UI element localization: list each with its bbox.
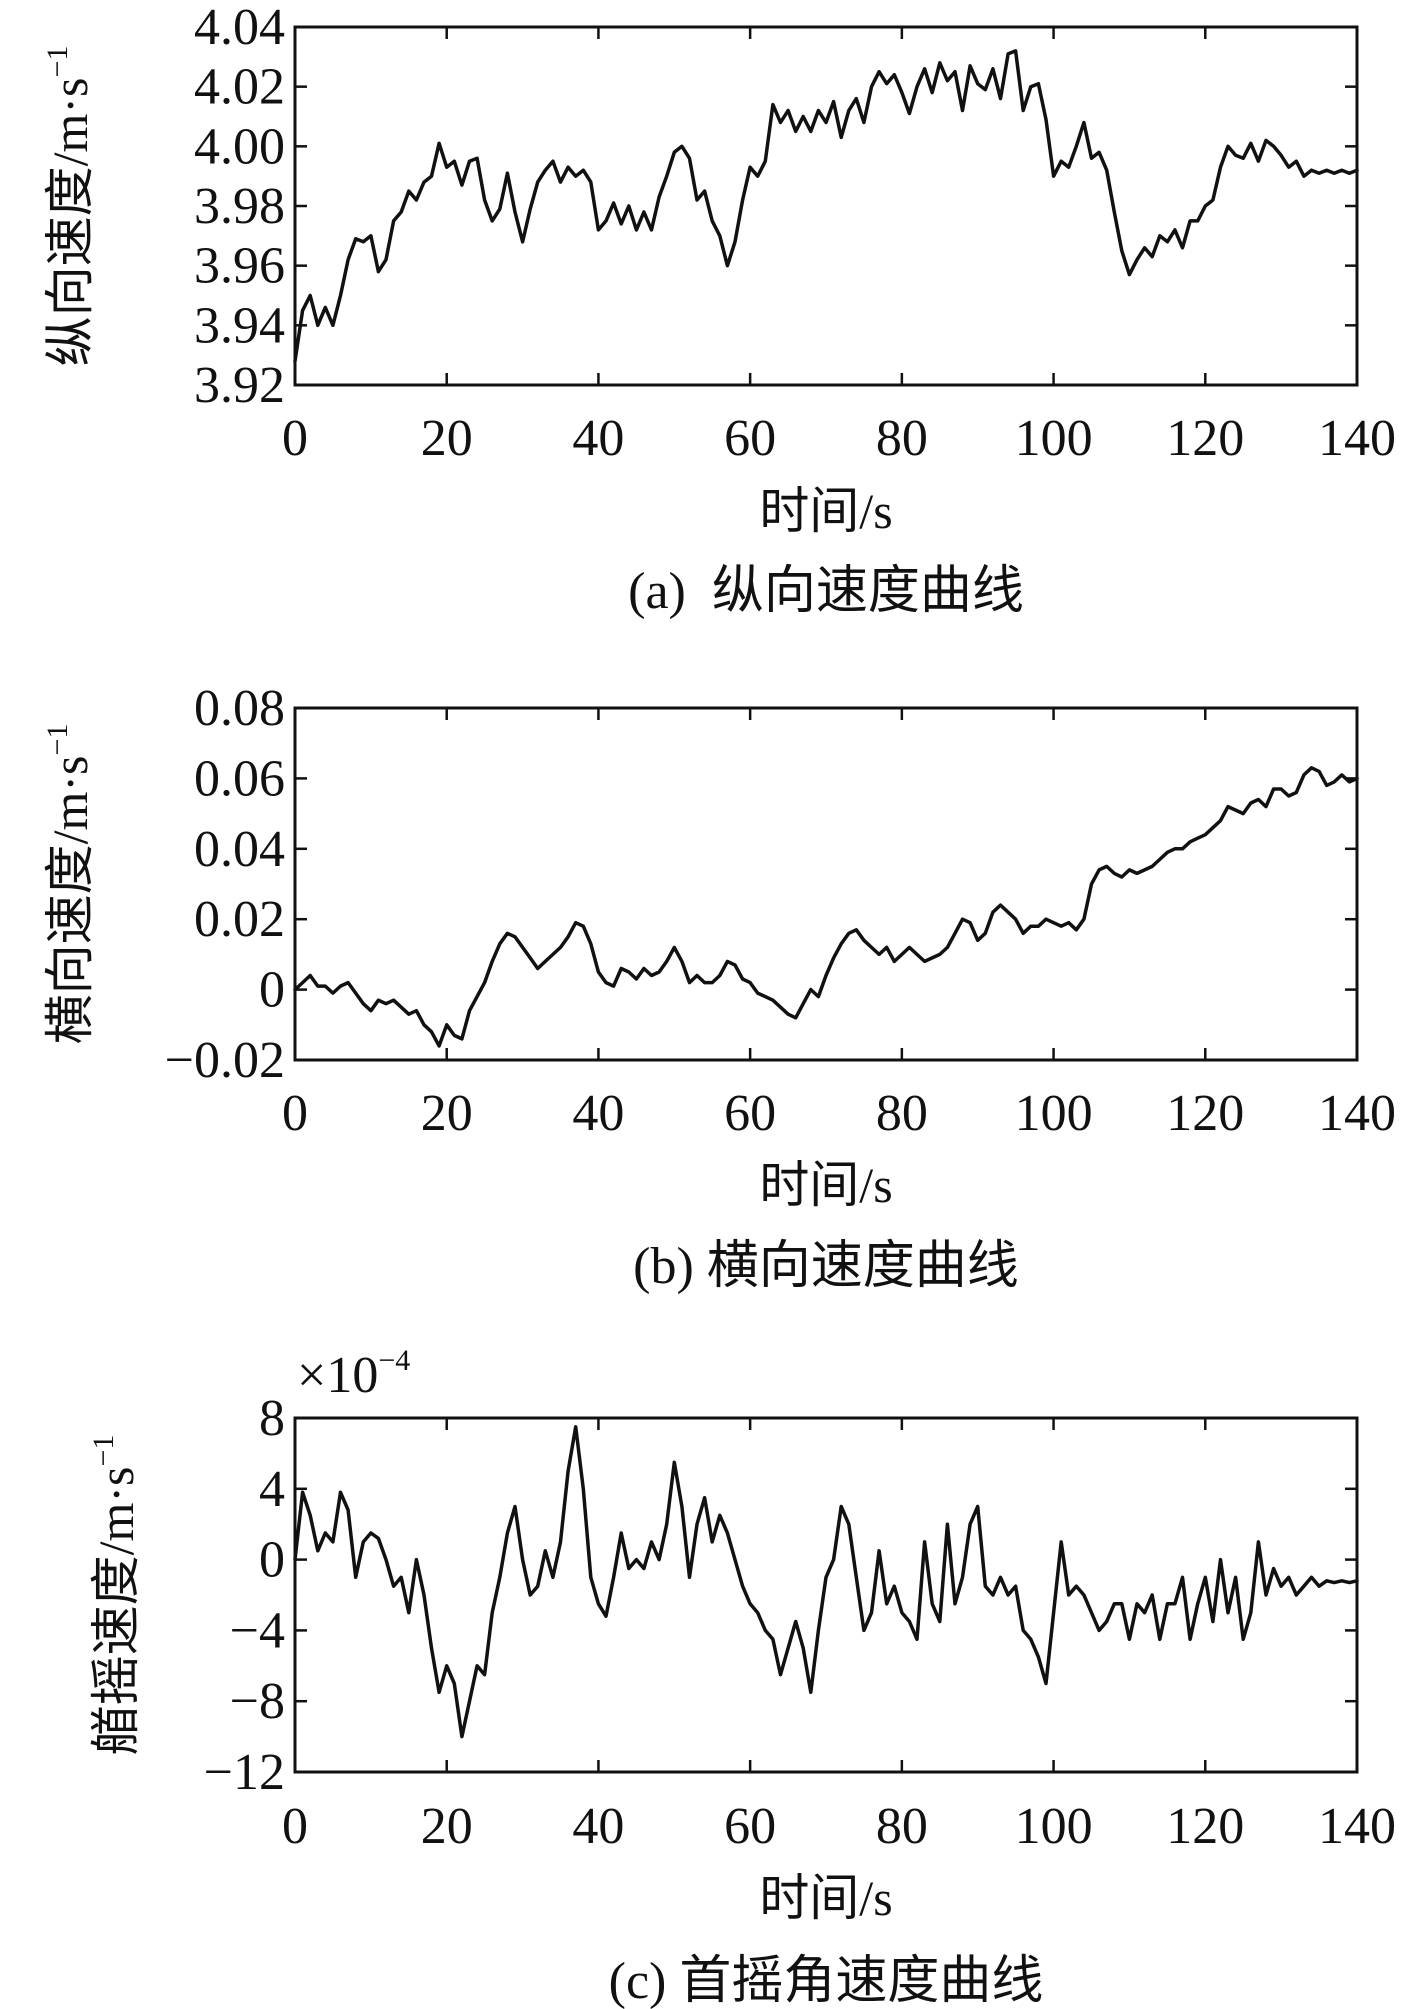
- y-tick-label: 0: [259, 962, 285, 1019]
- y-tick-label: −8: [230, 1673, 285, 1730]
- plot-frame: [293, 25, 1359, 387]
- x-tick-label: 120: [1166, 1085, 1244, 1142]
- x-tick-label: 60: [724, 410, 776, 467]
- y-tick-label: 0.08: [194, 680, 285, 737]
- x-tick-label: 80: [876, 410, 928, 467]
- y-tick-label: 3.98: [194, 178, 285, 235]
- y-axis-title-sup: −1: [41, 724, 74, 756]
- x-tick-label: 40: [572, 1798, 624, 1855]
- y-tick-label: 4.00: [194, 118, 285, 175]
- x-axis-title: 时间/s: [759, 1870, 892, 1926]
- y-tick-label: 8: [259, 1390, 285, 1447]
- x-tick-label: 40: [572, 410, 624, 467]
- x-tick-label: 20: [421, 1798, 473, 1855]
- y-axis-title: 艏摇速度/m·s−1: [87, 1435, 144, 1756]
- x-axis-title: 时间/s: [759, 483, 892, 539]
- y-axis-title-text: 纵向速度/m·s: [42, 78, 98, 367]
- x-tick-label: 60: [724, 1085, 776, 1142]
- x-tick-label: 100: [1015, 1798, 1093, 1855]
- x-tick-label: 0: [282, 1085, 308, 1142]
- series-line: [293, 766, 1359, 1048]
- axis-exponent-base: ×10: [297, 1347, 378, 1404]
- x-tick-label: 80: [876, 1798, 928, 1855]
- x-tick-label: 60: [724, 1798, 776, 1855]
- y-axis-title-sup: −1: [41, 46, 74, 78]
- y-tick-label: 4.02: [194, 59, 285, 116]
- y-tick-label: 0.04: [194, 821, 285, 878]
- y-tick-label: 0.06: [194, 750, 285, 807]
- plot-frame: [293, 706, 1359, 1062]
- x-tick-label: 80: [876, 1085, 928, 1142]
- chart-2: 0 20 40 60 80 100 120 140 −12 −8 −4 0 4 8 时间/s 艏摇速度/m·s…: [87, 1344, 1396, 2009]
- x-tick-label: 140: [1318, 1085, 1396, 1142]
- y-tick-label: 4.04: [194, 0, 285, 56]
- x-tick-label: 140: [1318, 1798, 1396, 1855]
- y-tick-label: 0: [259, 1532, 285, 1589]
- x-tick-label: 20: [421, 1085, 473, 1142]
- x-tick-label: 20: [421, 410, 473, 467]
- x-tick-label: 140: [1318, 410, 1396, 467]
- axis-exponent-sup: −4: [378, 1344, 410, 1377]
- x-tick-label: 100: [1015, 1085, 1093, 1142]
- axis-exponent: ×10−4: [297, 1344, 410, 1404]
- chart-caption: (a) 纵向速度曲线: [628, 563, 1024, 620]
- x-tick-label: 40: [572, 1085, 624, 1142]
- chart-0: 0 20 40 60 80 100 120 1403.923.943.963.984.004.…: [41, 0, 1396, 620]
- y-tick-label: 3.96: [194, 238, 285, 295]
- x-tick-label: 0: [282, 1798, 308, 1855]
- x-axis-title: 时间/s: [759, 1157, 892, 1213]
- plot-frame: [293, 1416, 1359, 1774]
- y-tick-label: 0.02: [194, 891, 285, 948]
- x-tick-label: 120: [1166, 410, 1244, 467]
- chart-1: 0 20 40 60 80 100 120 140−0.0200.020.040.060.08…: [41, 680, 1396, 1295]
- x-tick-label: 100: [1015, 410, 1093, 467]
- y-tick-label: 4: [259, 1461, 285, 1518]
- y-axis-title-sup: −1: [87, 1435, 120, 1467]
- series-line: [293, 49, 1359, 363]
- x-tick-label: 0: [282, 410, 308, 467]
- y-axis-title-text: 横向速度/m·s: [42, 756, 98, 1045]
- y-tick-label: −4: [230, 1602, 285, 1659]
- series-line: [293, 1425, 1359, 1739]
- chart-caption: (c) 首摇角速度曲线: [609, 1953, 1044, 2009]
- y-axis-title-text: 艏摇速度/m·s: [88, 1467, 144, 1756]
- y-axis-title: 纵向速度/m·s−1: [41, 46, 98, 367]
- x-tick-label: 120: [1166, 1798, 1244, 1855]
- y-axis-title: 横向速度/m·s−1: [41, 724, 98, 1045]
- y-tick-label: −0.02: [165, 1032, 285, 1089]
- y-tick-label: 3.94: [194, 297, 285, 354]
- y-tick-label: −12: [204, 1744, 285, 1801]
- chart-caption: (b) 横向速度曲线: [633, 1238, 1019, 1295]
- y-tick-label: 3.92: [194, 357, 285, 414]
